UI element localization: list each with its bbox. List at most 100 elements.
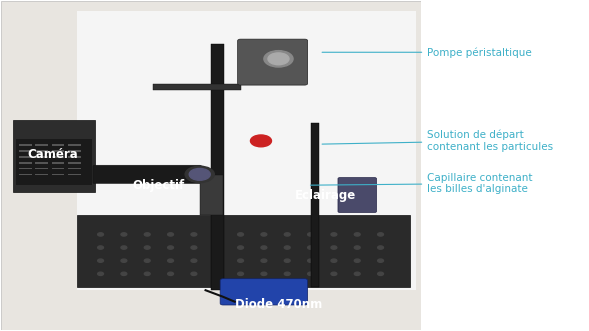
FancyBboxPatch shape	[52, 174, 64, 175]
Circle shape	[191, 259, 197, 262]
Circle shape	[121, 259, 127, 262]
FancyBboxPatch shape	[421, 1, 585, 330]
Circle shape	[214, 272, 220, 275]
Circle shape	[121, 272, 127, 275]
FancyBboxPatch shape	[77, 11, 416, 290]
Circle shape	[331, 272, 337, 275]
Circle shape	[214, 259, 220, 262]
Circle shape	[284, 233, 290, 236]
FancyBboxPatch shape	[237, 39, 307, 85]
Text: Eclairage: Eclairage	[294, 189, 356, 202]
Circle shape	[98, 259, 104, 262]
Circle shape	[185, 166, 214, 183]
FancyBboxPatch shape	[35, 150, 48, 152]
Circle shape	[144, 272, 150, 275]
Circle shape	[378, 246, 383, 249]
Circle shape	[98, 233, 104, 236]
Circle shape	[214, 246, 220, 249]
Circle shape	[268, 53, 289, 65]
FancyBboxPatch shape	[16, 139, 92, 185]
Circle shape	[168, 246, 174, 249]
Circle shape	[307, 272, 313, 275]
FancyBboxPatch shape	[1, 1, 421, 330]
FancyBboxPatch shape	[68, 150, 81, 152]
FancyBboxPatch shape	[19, 168, 32, 169]
Circle shape	[237, 272, 243, 275]
FancyBboxPatch shape	[68, 162, 81, 164]
Text: Solution de départ
contenant les particules: Solution de départ contenant les particu…	[322, 130, 553, 152]
Circle shape	[98, 272, 104, 275]
FancyBboxPatch shape	[19, 162, 32, 164]
FancyBboxPatch shape	[200, 175, 223, 215]
FancyBboxPatch shape	[35, 162, 48, 164]
FancyBboxPatch shape	[211, 44, 224, 290]
Circle shape	[144, 233, 150, 236]
Circle shape	[261, 233, 267, 236]
Circle shape	[121, 233, 127, 236]
Circle shape	[261, 272, 267, 275]
Circle shape	[191, 272, 197, 275]
Circle shape	[168, 259, 174, 262]
Circle shape	[261, 246, 267, 249]
Text: Objectif: Objectif	[133, 179, 185, 192]
FancyBboxPatch shape	[220, 279, 307, 305]
Circle shape	[191, 246, 197, 249]
Circle shape	[250, 135, 272, 147]
Circle shape	[168, 272, 174, 275]
Circle shape	[355, 233, 360, 236]
Circle shape	[378, 259, 383, 262]
Circle shape	[307, 233, 313, 236]
Circle shape	[307, 246, 313, 249]
Text: Diode 470nm: Diode 470nm	[235, 299, 322, 311]
FancyBboxPatch shape	[68, 144, 81, 146]
Circle shape	[237, 233, 243, 236]
Text: Caméra: Caméra	[27, 148, 78, 161]
Circle shape	[168, 233, 174, 236]
FancyBboxPatch shape	[19, 144, 32, 146]
Circle shape	[98, 246, 104, 249]
FancyBboxPatch shape	[35, 156, 48, 158]
Circle shape	[144, 259, 150, 262]
FancyBboxPatch shape	[35, 174, 48, 175]
Circle shape	[331, 233, 337, 236]
FancyBboxPatch shape	[19, 150, 32, 152]
Text: Pompe péristaltique: Pompe péristaltique	[322, 47, 532, 58]
FancyBboxPatch shape	[153, 84, 240, 90]
FancyBboxPatch shape	[52, 156, 64, 158]
Circle shape	[264, 51, 293, 67]
Circle shape	[307, 259, 313, 262]
FancyBboxPatch shape	[52, 144, 64, 146]
Circle shape	[355, 272, 360, 275]
FancyBboxPatch shape	[310, 123, 319, 287]
FancyBboxPatch shape	[35, 144, 48, 146]
FancyBboxPatch shape	[52, 150, 64, 152]
FancyBboxPatch shape	[77, 215, 410, 287]
Circle shape	[331, 259, 337, 262]
Text: Capillaire contenant
les billes d'alginate: Capillaire contenant les billes d'algina…	[310, 173, 532, 194]
FancyBboxPatch shape	[19, 156, 32, 158]
Circle shape	[121, 246, 127, 249]
FancyBboxPatch shape	[68, 174, 81, 175]
Circle shape	[284, 272, 290, 275]
Circle shape	[378, 233, 383, 236]
FancyBboxPatch shape	[19, 174, 32, 175]
FancyBboxPatch shape	[93, 165, 201, 184]
Circle shape	[331, 246, 337, 249]
Circle shape	[237, 259, 243, 262]
FancyBboxPatch shape	[52, 162, 64, 164]
FancyBboxPatch shape	[35, 168, 48, 169]
Circle shape	[144, 246, 150, 249]
Circle shape	[355, 246, 360, 249]
Circle shape	[214, 233, 220, 236]
Circle shape	[355, 259, 360, 262]
Circle shape	[261, 259, 267, 262]
FancyBboxPatch shape	[68, 168, 81, 169]
FancyBboxPatch shape	[52, 168, 64, 169]
Circle shape	[191, 233, 197, 236]
Circle shape	[378, 272, 383, 275]
Circle shape	[189, 168, 210, 180]
FancyBboxPatch shape	[68, 156, 81, 158]
Circle shape	[284, 259, 290, 262]
Circle shape	[237, 246, 243, 249]
Circle shape	[284, 246, 290, 249]
